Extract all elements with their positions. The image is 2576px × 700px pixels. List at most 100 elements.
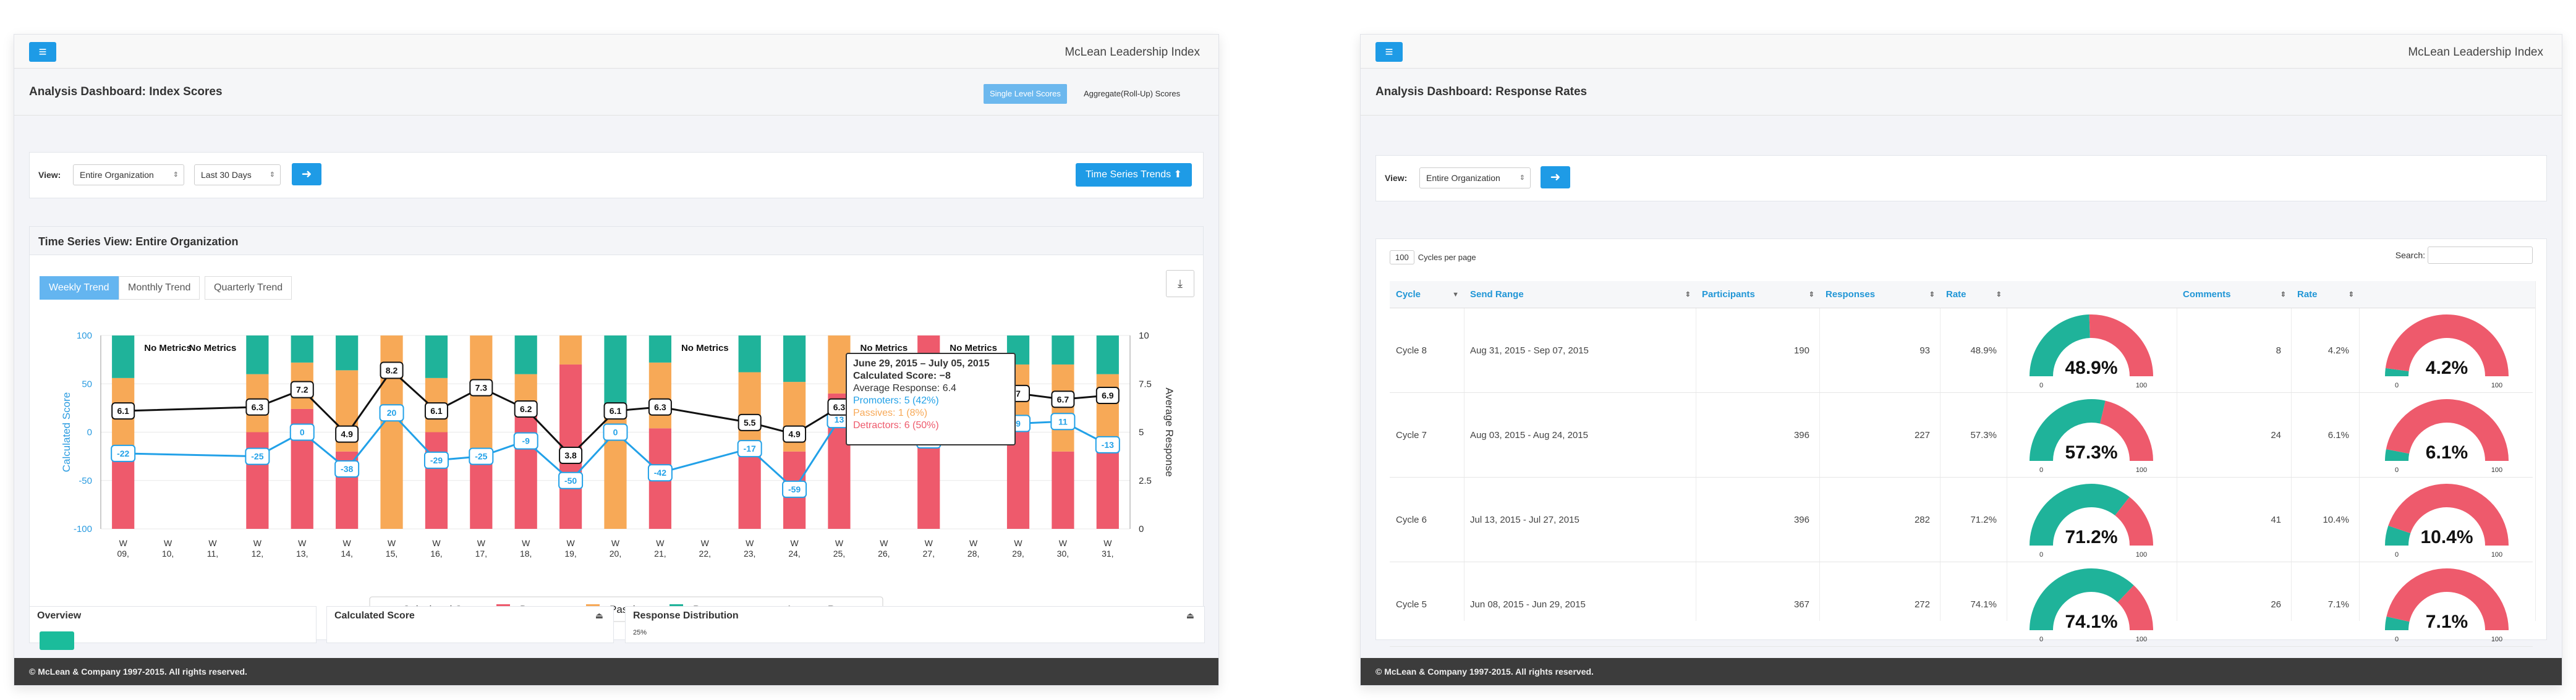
detractor-bar[interactable] [246, 432, 269, 529]
calculated-score-point[interactable] [423, 451, 449, 469]
date-range-select[interactable]: Last 30 Days [194, 164, 281, 185]
average-response-point[interactable] [469, 379, 493, 397]
average-response-point[interactable] [514, 400, 538, 418]
arrow-right-icon[interactable]: ➜ [1541, 166, 1570, 188]
sort-icon[interactable]: ⇕ [1929, 291, 1935, 298]
column-header-participants[interactable]: Participants ⇕ [1696, 281, 1819, 308]
tab-weekly-trend[interactable]: Weekly Trend [40, 276, 119, 300]
average-response-point[interactable] [335, 425, 359, 443]
promoter-bar[interactable] [738, 335, 761, 373]
detractor-bar[interactable] [1052, 451, 1074, 529]
detractor-bar[interactable] [1096, 451, 1119, 529]
passive-bar[interactable] [738, 372, 761, 442]
passive-bar[interactable] [559, 335, 582, 365]
calculated-score-point[interactable] [1095, 436, 1120, 453]
search-input[interactable] [2428, 247, 2533, 264]
sort-icon[interactable]: ⇕ [2280, 291, 2286, 298]
detractor-bar[interactable] [112, 459, 135, 529]
promoter-bar[interactable] [291, 335, 313, 363]
promoter-bar[interactable] [1096, 335, 1119, 374]
x-tick-label: W 12, [252, 538, 263, 559]
calculated-score-point[interactable] [1050, 413, 1076, 431]
calculated-score-point[interactable] [379, 404, 404, 422]
download-icon[interactable]: ⤓ [1166, 270, 1194, 297]
calculated-score-point[interactable] [289, 423, 315, 441]
passive-bar[interactable] [1052, 364, 1074, 452]
footer: © McLean & Company 1997-2015. All rights… [14, 658, 1218, 685]
time-series-trends-button[interactable]: Time Series Trends ⬆ [1076, 163, 1192, 187]
average-response-point[interactable] [648, 398, 672, 416]
single-level-scores-button[interactable]: Single Level Scores [984, 84, 1067, 104]
passive-bar[interactable] [648, 362, 671, 429]
detractor-bar[interactable] [425, 432, 448, 529]
average-response-point[interactable] [111, 402, 135, 420]
average-response-point[interactable] [290, 381, 314, 398]
calculated-score-point[interactable] [782, 480, 807, 498]
detractor-bar[interactable] [514, 413, 537, 529]
column-header-comment-rate-gauge[interactable] [2359, 281, 2535, 308]
average-response-point[interactable] [603, 402, 627, 420]
column-header-comment-rate[interactable]: Rate ⇕ [2291, 281, 2359, 308]
sort-icon[interactable]: ⇕ [2348, 291, 2354, 298]
column-header-comments[interactable]: Comments ⇕ [2177, 281, 2291, 308]
calculated-score-point[interactable] [513, 432, 538, 450]
calculated-score-point[interactable] [245, 447, 270, 465]
overview-button[interactable] [40, 631, 74, 650]
eject-icon[interactable]: ⏏ [1186, 610, 1194, 620]
hamburger-icon[interactable]: ≡ [1375, 42, 1403, 62]
page-size-control[interactable]: 100 Cycles per page [1390, 250, 1476, 264]
sort-icon[interactable]: ⇕ [1685, 291, 1691, 298]
calculated-score-point[interactable] [469, 447, 494, 465]
organization-select[interactable]: Entire Organization [73, 164, 184, 185]
promoter-bar[interactable] [604, 335, 627, 413]
column-header-send-range[interactable]: Send Range ⇕ [1464, 281, 1696, 308]
sort-desc-icon[interactable]: ▼ [1452, 291, 1459, 298]
sort-icon[interactable]: ⇕ [1808, 291, 1814, 298]
gauge-min-label: 0 [2039, 382, 2043, 389]
average-response-point[interactable] [1051, 390, 1075, 408]
column-header-responses[interactable]: Responses ⇕ [1819, 281, 1940, 308]
calculated-score-point[interactable] [558, 471, 584, 489]
promoter-bar[interactable] [425, 335, 448, 378]
cell-comments: 41 [2271, 515, 2281, 525]
organization-select[interactable]: Entire Organization [1419, 167, 1531, 188]
page-size-select[interactable]: 100 [1390, 250, 1414, 264]
average-response-point[interactable] [783, 425, 807, 443]
gauge-value: 7.1% [2426, 612, 2468, 632]
calculated-score-point[interactable] [647, 464, 673, 482]
column-header-label: Participants [1702, 289, 1755, 300]
gauge-remaining-arc [2385, 314, 2509, 376]
promoter-bar[interactable] [336, 335, 359, 371]
average-response-point[interactable] [245, 398, 270, 416]
average-response-point[interactable] [1095, 387, 1120, 405]
column-header-label: Rate [1946, 289, 1966, 300]
x-tick-label: W 13, [296, 538, 308, 559]
promoter-bar[interactable] [783, 335, 806, 382]
column-header-rate[interactable]: Rate ⇕ [1940, 281, 2007, 308]
gauge-value: 6.1% [2426, 442, 2468, 463]
response-rates-window: ≡ McLean Leadership Index Analysis Dashb… [1360, 34, 2562, 686]
average-response-point[interactable] [380, 361, 404, 379]
average-response-point[interactable] [559, 447, 583, 465]
tab-monthly-trend[interactable]: Monthly Trend [119, 276, 200, 300]
calculated-score-point[interactable] [334, 460, 360, 478]
promoter-bar[interactable] [648, 335, 671, 363]
promoter-bar[interactable] [1052, 335, 1074, 365]
calculated-score-point[interactable] [111, 444, 136, 462]
arrow-right-icon[interactable]: ➜ [292, 163, 321, 185]
promoter-bar[interactable] [246, 335, 269, 374]
average-response-point[interactable] [424, 402, 448, 420]
promoter-bar[interactable] [514, 335, 537, 374]
sort-icon[interactable]: ⇕ [1996, 291, 2002, 298]
calculated-score-point[interactable] [737, 440, 762, 458]
aggregate-scores-button[interactable]: Aggregate(Roll-Up) Scores [1084, 89, 1181, 98]
average-response-point[interactable] [738, 413, 762, 431]
tab-quarterly-trend[interactable]: Quarterly Trend [205, 276, 292, 300]
column-header-rate-gauge[interactable] [2007, 281, 2177, 308]
calculated-score-point[interactable] [603, 423, 628, 441]
eject-icon[interactable]: ⏏ [595, 610, 603, 620]
gauge-filled-arc [2385, 368, 2409, 376]
promoter-bar[interactable] [112, 335, 135, 378]
column-header-cycle[interactable]: Cycle ▼ [1390, 281, 1464, 308]
hamburger-icon[interactable]: ≡ [29, 42, 56, 62]
